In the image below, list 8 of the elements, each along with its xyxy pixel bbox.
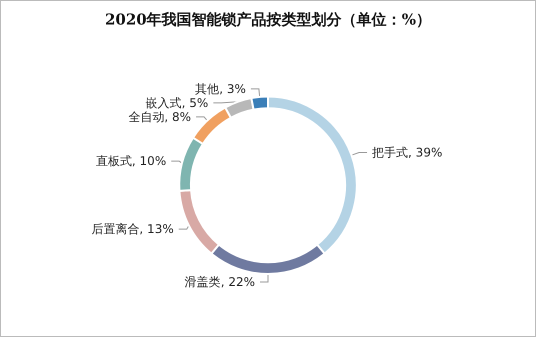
slice-label: 直板式, 10% [96,154,166,168]
slice-label: 嵌入式, 5% [146,96,208,110]
slice-label: 全自动, 8% [128,110,192,124]
slice-label: 其他, 3% [195,82,246,96]
slice-label: 滑盖类, 22% [184,275,255,290]
slice-label: 把手式, 39% [372,145,442,160]
chart-title: 2020年我国智能锁产品按类型划分（单位：%） [104,10,432,28]
slice-label: 后置离合, 13% [91,222,174,236]
